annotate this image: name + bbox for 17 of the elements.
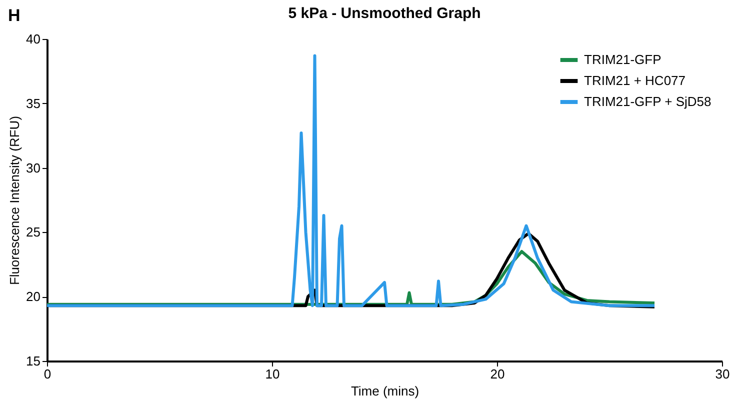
y-tick-label: 15 xyxy=(26,354,40,368)
x-tick-label: 30 xyxy=(715,366,730,382)
y-tick-label: 20 xyxy=(26,289,40,304)
y-axis-title: Fluorescence Intensity (RFU) xyxy=(7,116,22,286)
x-axis-title: Time (mins) xyxy=(350,384,420,398)
y-tick-label: 25 xyxy=(26,224,40,240)
legend-label: TRIM21 + HC077 xyxy=(584,73,686,88)
legend-label: TRIM21-GFP + SjD58 xyxy=(584,94,712,109)
x-tick-label: 20 xyxy=(490,366,505,382)
text: H xyxy=(8,6,20,26)
x-tick-label: 10 xyxy=(265,366,280,382)
y-tick-label: 30 xyxy=(26,160,40,176)
x-tick-label: 0 xyxy=(44,366,52,382)
y-tick-label: 40 xyxy=(26,32,40,46)
legend-label: TRIM21-GFP xyxy=(584,52,662,67)
chart-title: 5 kPa - Unsmoothed Graph xyxy=(288,5,481,22)
y-tick-label: 35 xyxy=(26,96,40,111)
